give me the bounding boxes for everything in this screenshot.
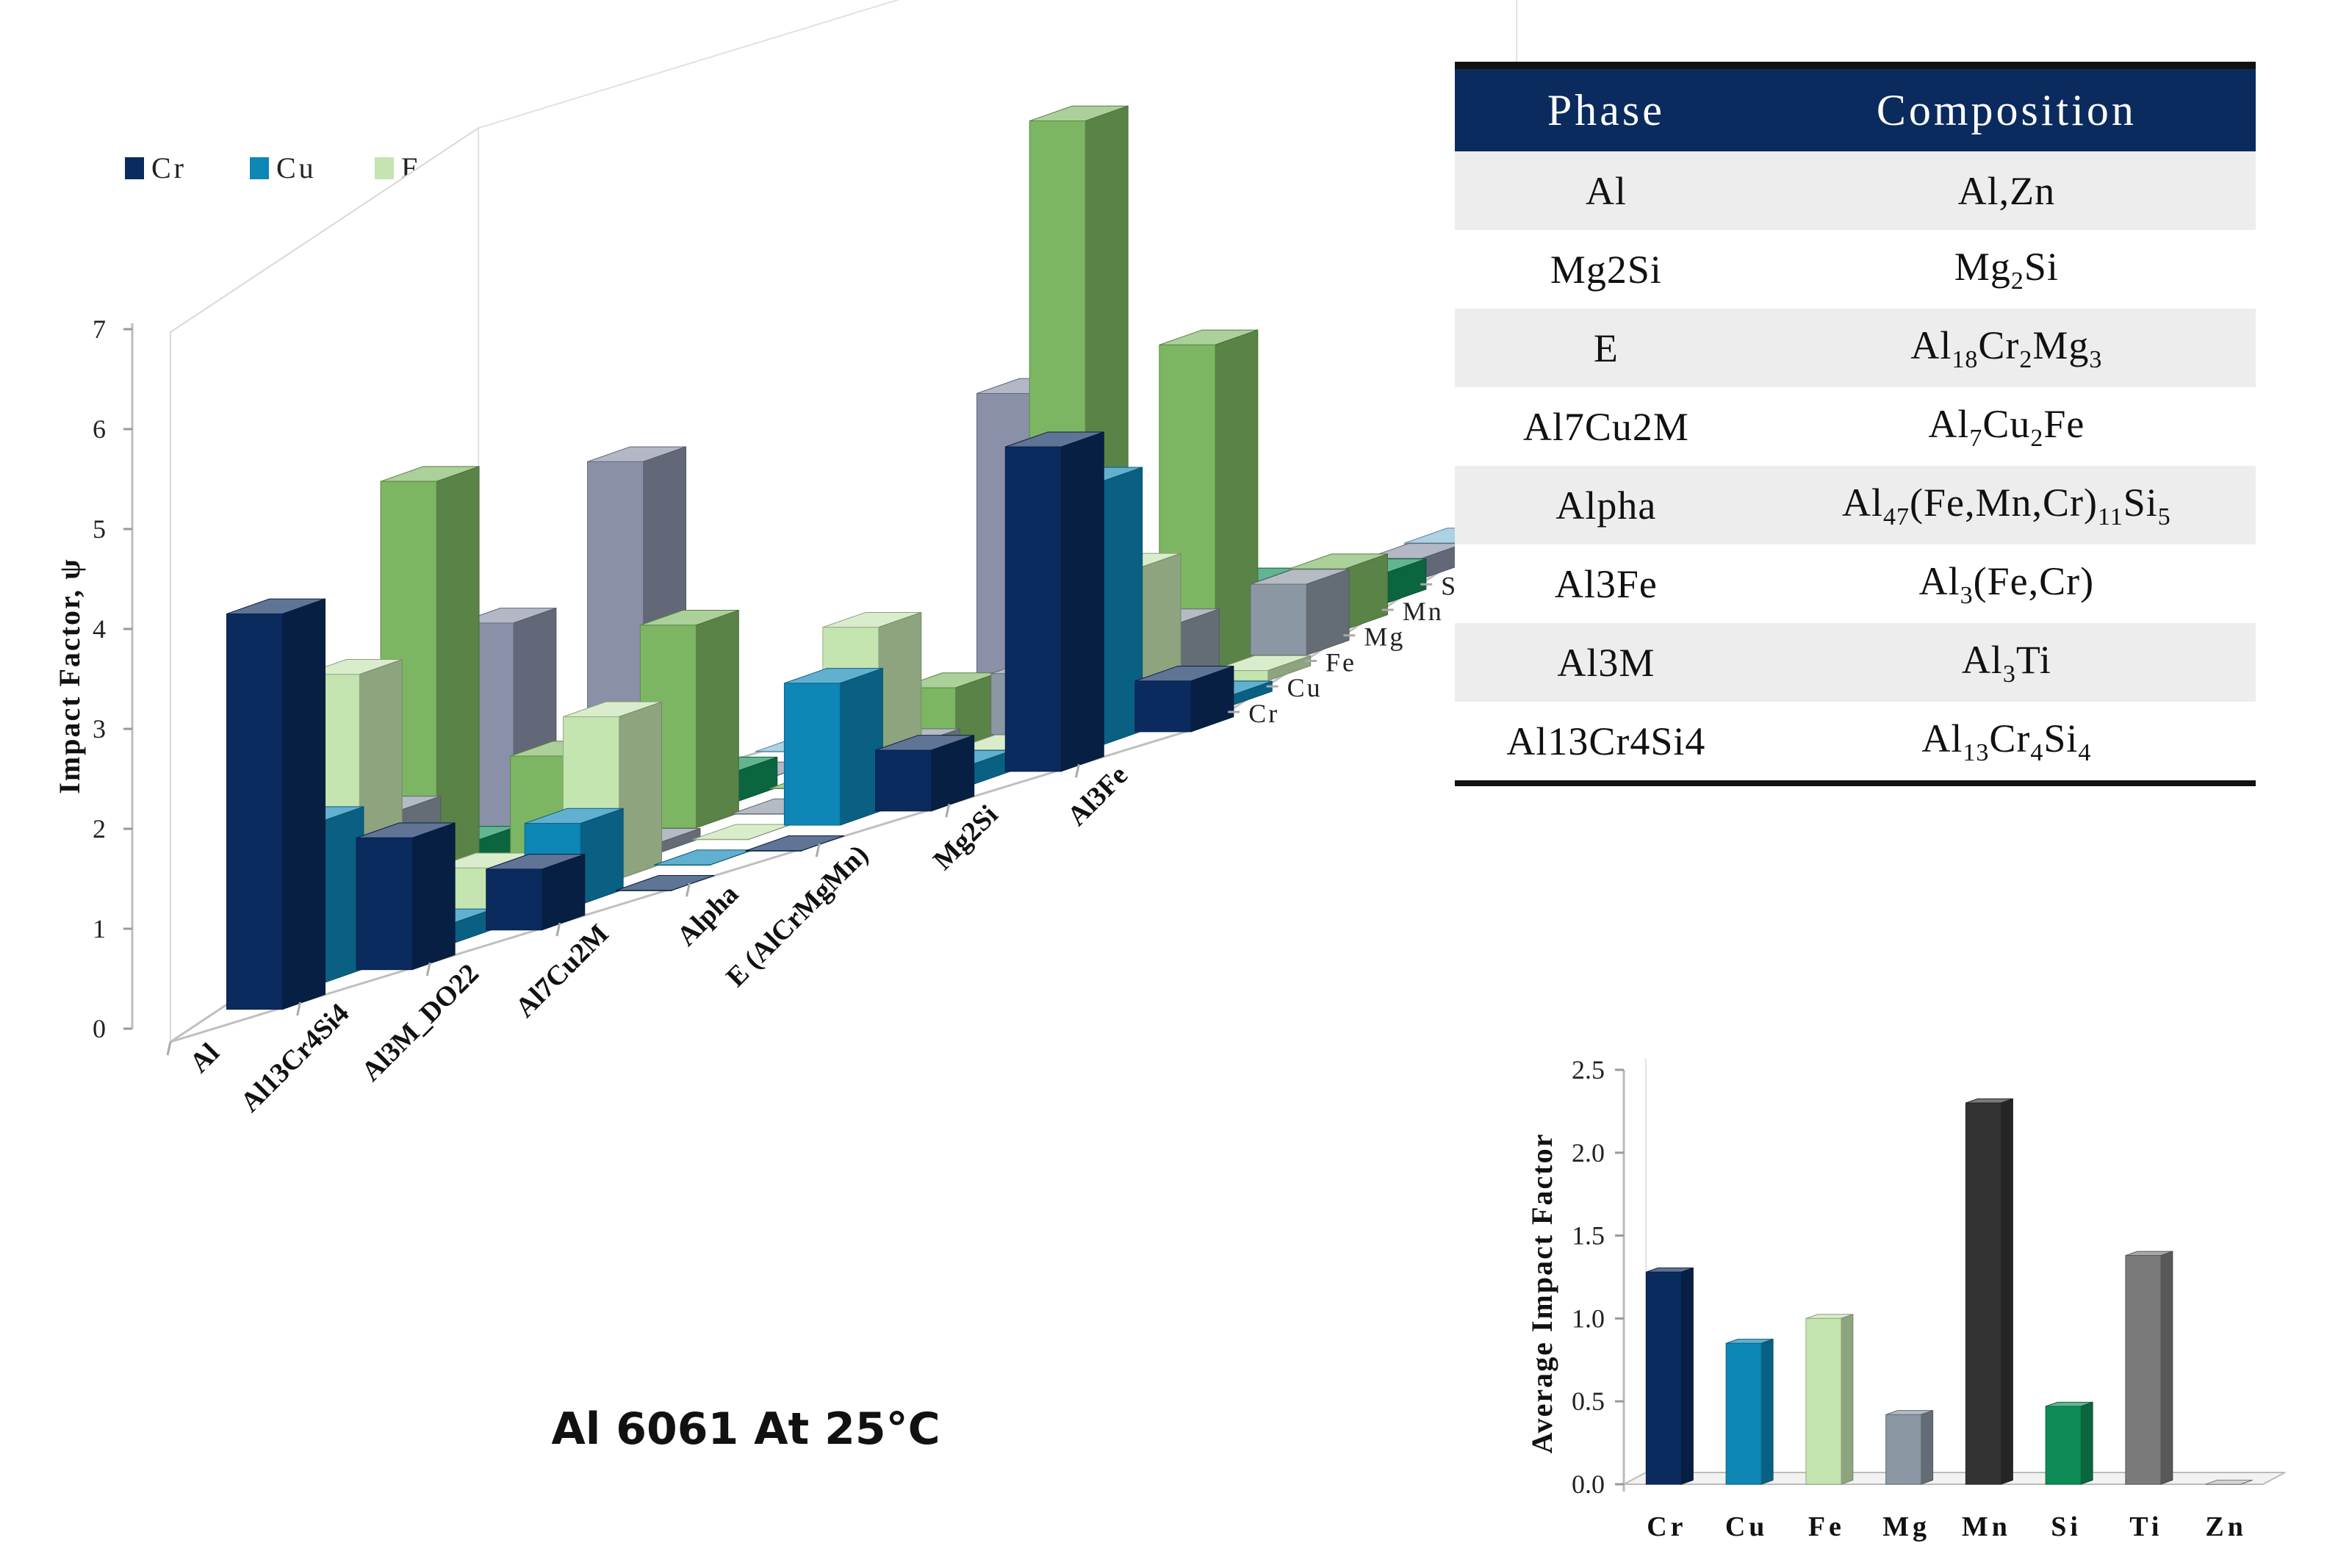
avg-category-label: Cu [1725, 1511, 1769, 1542]
category-label: Al [184, 1037, 226, 1079]
bar-cr-4 [745, 835, 845, 852]
category-label: Mg2Si [927, 799, 1004, 876]
series-axis-label: Mg [1364, 622, 1405, 652]
y-tick-label: 7 [93, 314, 106, 344]
composition-cell: Al3Ti [1757, 623, 2256, 702]
table-row: Al3Fe Al3(Fe,Cr) [1455, 544, 2256, 623]
phase-cell: Mg2Si [1455, 230, 1758, 309]
avg-bar-si [2045, 1401, 2093, 1485]
composition-cell: Al,Zn [1757, 151, 2256, 230]
bar-cr-6 [1004, 431, 1104, 772]
phase-cell: Al3M [1455, 623, 1758, 702]
x-tick [425, 962, 431, 977]
bar-cu-4 [783, 667, 883, 826]
y-tick-label: 1 [93, 914, 106, 943]
composition-cell: Mg2Si [1757, 230, 2256, 309]
composition-cell: Al47(Fe,Mn,Cr)11Si5 [1757, 466, 2256, 544]
x-tick [686, 882, 691, 897]
y-tick-label: 0 [93, 1014, 106, 1043]
average-impact-factor-chart: 0.0 0.5 1.0 1.5 2.0 2.5 Average Impact Factor C… [1525, 1055, 2286, 1542]
composition-cell: Al3(Fe,Cr) [1757, 544, 2256, 623]
legend-item-cu: Cu [250, 151, 317, 184]
x-tick [166, 1041, 172, 1056]
y-tick-label: 6 [93, 414, 106, 444]
phase-cell: Al3Fe [1455, 544, 1758, 623]
avg-bar-fe [1805, 1314, 1854, 1485]
avg-category-label: Mg [1882, 1511, 1930, 1542]
series-axis-label: Cr [1248, 699, 1279, 728]
bar-cr-7 [1134, 665, 1234, 733]
avg-floor [1623, 1472, 2286, 1485]
legend-swatch [375, 157, 394, 179]
avg-bar-cr [1645, 1267, 1694, 1485]
table-header-row: Phase Composition [1455, 65, 2256, 151]
composition-cell: Al18Cr2Mg3 [1757, 309, 2256, 387]
y-tick-label: 3 [93, 714, 106, 744]
phase-cell: Al13Cr4Si4 [1455, 702, 1758, 783]
composition-cell: Al13Cr4Si4 [1757, 702, 2256, 783]
series-axis-label: Mn [1403, 597, 1444, 626]
legend-label: Cr [151, 151, 187, 184]
legend-swatch [250, 157, 269, 179]
x-tick [296, 1001, 302, 1016]
avg-category-label: Fe [1808, 1511, 1845, 1542]
bar-cr-5 [875, 735, 975, 812]
x-tick [815, 843, 821, 857]
x-tick [555, 922, 561, 937]
bar-cr-2 [486, 853, 586, 931]
table-row: Al13Cr4Si4 Al13Cr4Si4 [1455, 702, 2256, 783]
composition-cell: Al7Cu2Fe [1757, 387, 2256, 466]
legend-item-cr: Cr [125, 151, 187, 184]
table-row: Al3M Al3Ti [1455, 623, 2256, 702]
category-label: Alpha [671, 879, 744, 952]
avg-category-label: Mn [1962, 1511, 2011, 1542]
header-composition: Composition [1757, 65, 2256, 151]
avg-category-label: Cr [1647, 1511, 1686, 1542]
y-tick-label: 2 [93, 814, 106, 844]
table-row: E Al18Cr2Mg3 [1455, 309, 2256, 387]
phase-cell: Al7Cu2M [1455, 387, 1758, 466]
phase-cell: E [1455, 309, 1758, 387]
avg-y-tick-label: 1.5 [1572, 1221, 1605, 1251]
avg-bar-zn [2205, 1479, 2253, 1485]
avg-y-tick-label: 0.0 [1572, 1470, 1605, 1499]
phase-composition-table: Phase Composition Al Al,Zn Mg2Si Mg2Si E Al18… [1455, 62, 2256, 786]
bar-cr-0 [226, 598, 326, 1010]
table-row: Mg2Si Mg2Si [1455, 230, 2256, 309]
avg-category-label: Zn [2205, 1511, 2246, 1542]
category-label: Al3Fe [1062, 760, 1134, 832]
avg-bar-ti [2125, 1251, 2173, 1485]
y-axis-label: Impact Factor, ψ [53, 558, 86, 794]
avg-y-tick-label: 2.0 [1572, 1138, 1605, 1168]
avg-bar-cu [1725, 1338, 1774, 1485]
avg-category-label: Si [2051, 1511, 2082, 1542]
bar-cr-3 [615, 874, 715, 891]
series-axis-label: Cu [1287, 673, 1323, 702]
avg-y-tick-label: 0.5 [1572, 1387, 1605, 1416]
phase-cell: Alpha [1455, 466, 1758, 544]
table-row: Al Al,Zn [1455, 151, 2256, 230]
table-row: Al7Cu2M Al7Cu2Fe [1455, 387, 2256, 466]
avg-y-axis-label: Average Impact Factor [1525, 1133, 1558, 1454]
y-tick-label: 5 [93, 514, 106, 544]
table-row: Alpha Al47(Fe,Mn,Cr)11Si5 [1455, 466, 2256, 544]
header-phase: Phase [1455, 65, 1758, 151]
x-tick [1074, 763, 1080, 778]
avg-y-tick-label: 2.5 [1572, 1055, 1605, 1085]
x-tick [945, 803, 951, 818]
legend-swatch [125, 157, 144, 179]
phase-cell: Al [1455, 151, 1758, 230]
avg-y-tick-label: 1.0 [1572, 1303, 1605, 1333]
y-tick-label: 4 [93, 614, 106, 644]
avg-bar-mg [1885, 1409, 1934, 1485]
bar-mg-7 [1250, 569, 1350, 656]
series-axis-label: Fe [1326, 647, 1356, 677]
avg-category-label: Ti [2129, 1511, 2162, 1542]
chart-title: Al 6061 At 25°C [551, 1403, 940, 1455]
bar-cr-1 [356, 822, 456, 971]
legend-label: Cu [276, 151, 317, 184]
avg-bar-mn [1965, 1098, 2013, 1485]
